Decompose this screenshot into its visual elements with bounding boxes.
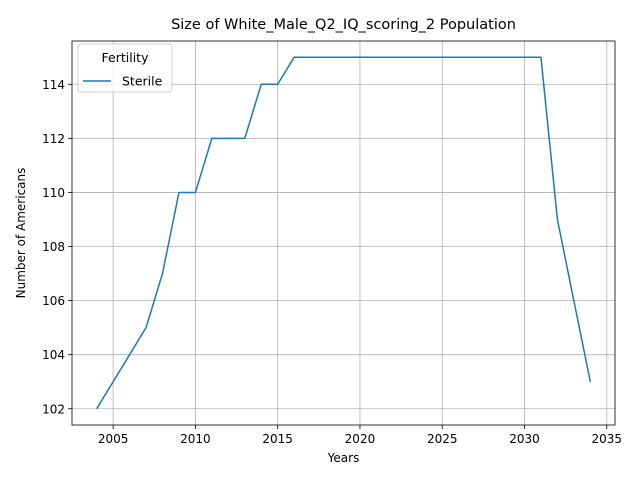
x-tick-label: 2030 xyxy=(509,432,540,446)
plot-frame xyxy=(71,40,616,426)
x-tick-label: 2015 xyxy=(262,432,293,446)
chart-title: Size of White_Male_Q2_IQ_scoring_2 Popul… xyxy=(171,17,516,33)
legend: Fertility Sterile xyxy=(77,43,173,93)
x-axis-ticks: 2005 2010 2015 2020 2025 2030 2035 xyxy=(98,425,622,446)
y-tick-label: 102 xyxy=(42,402,65,416)
x-tick-label: 2035 xyxy=(591,432,622,446)
y-axis-label: Number of Americans xyxy=(14,168,28,299)
plot-lines xyxy=(96,56,592,410)
legend-title: Fertility xyxy=(102,50,150,65)
y-tick-label: 106 xyxy=(42,294,65,308)
x-tick-label: 2025 xyxy=(427,432,458,446)
x-tick-label: 2010 xyxy=(180,432,211,446)
legend-label-sterile: Sterile xyxy=(122,74,163,89)
y-tick-label: 104 xyxy=(42,348,65,362)
series-line-sterile xyxy=(96,56,592,410)
y-tick-label: 114 xyxy=(42,78,65,92)
x-tick-label: 2020 xyxy=(345,432,376,446)
y-tick-label: 108 xyxy=(42,240,65,254)
y-tick-label: 112 xyxy=(42,132,65,146)
y-tick-label: 110 xyxy=(42,186,65,200)
grid xyxy=(72,41,615,425)
y-axis-ticks: 102 104 106 108 110 112 114 xyxy=(42,78,72,416)
x-tick-label: 2005 xyxy=(98,432,129,446)
legend-box xyxy=(77,43,173,93)
x-axis-label: Years xyxy=(327,451,360,465)
